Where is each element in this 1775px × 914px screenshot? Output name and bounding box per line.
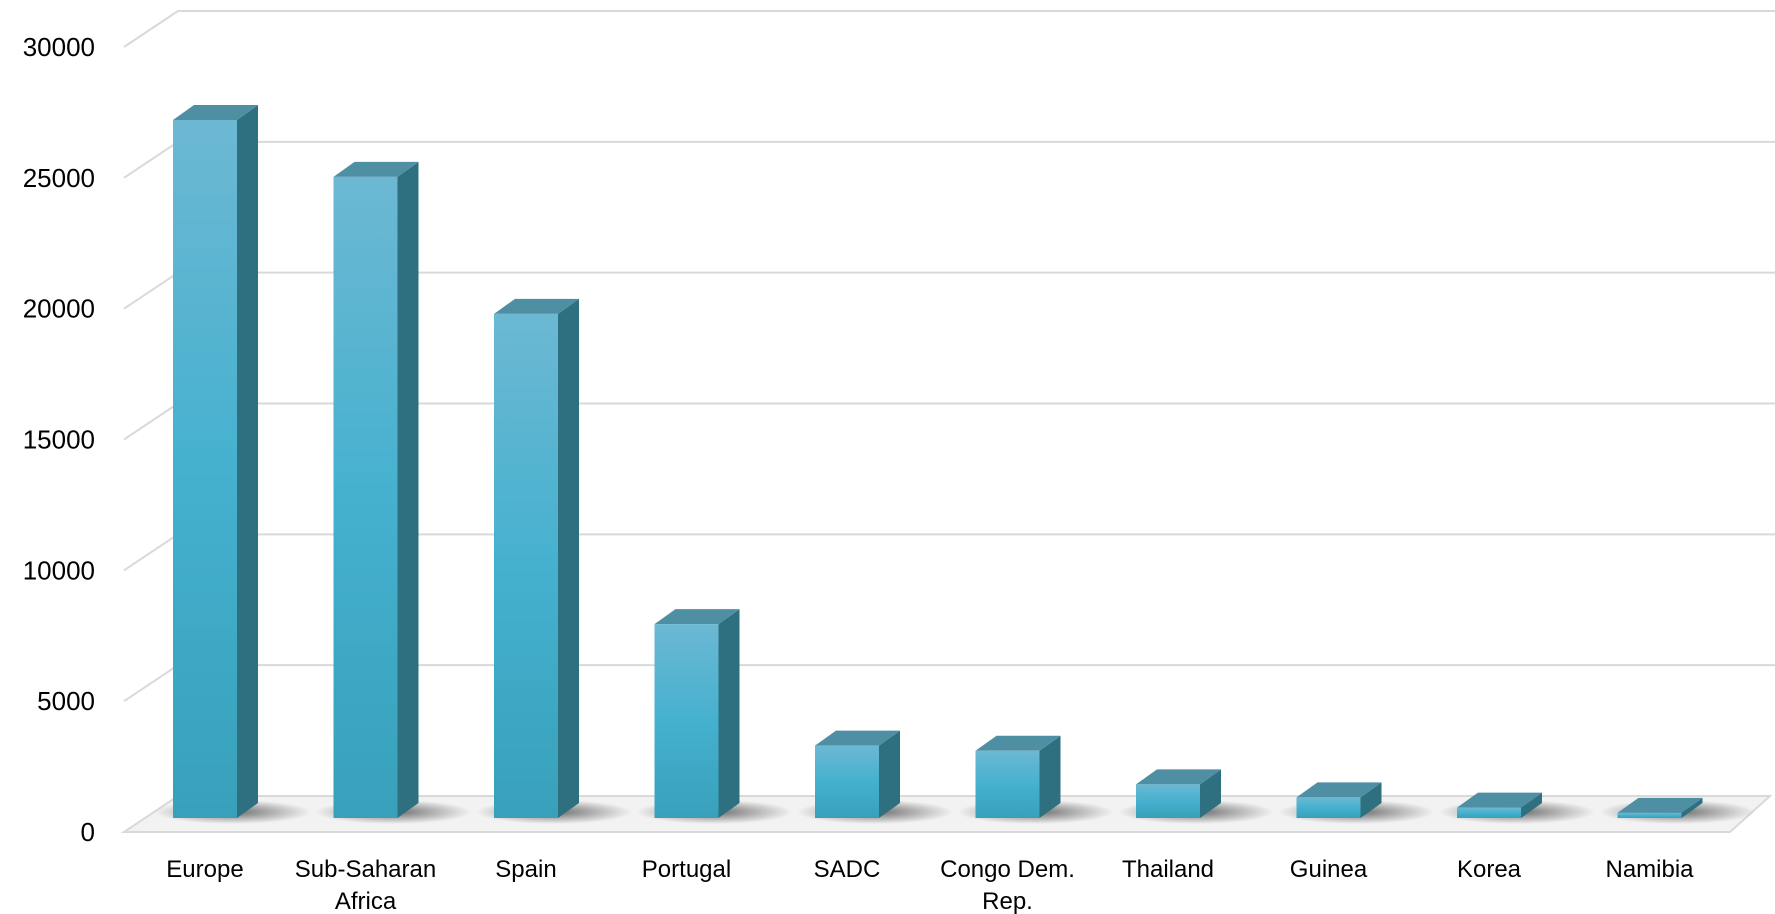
x-tick-label: Portugal	[642, 856, 731, 883]
bar-top-face	[654, 609, 740, 625]
bar-side-face	[397, 161, 419, 818]
gridline-diagonal	[123, 141, 179, 179]
bar-top-face	[333, 161, 419, 177]
bar	[654, 609, 740, 818]
x-tick-label-line: Sub-Saharan	[295, 856, 436, 883]
bar-top-face	[975, 735, 1061, 751]
x-tick-label: Spain	[495, 856, 556, 883]
y-tick-label: 15000	[23, 425, 95, 455]
x-tick-label-line: Congo Dem.	[940, 856, 1075, 883]
bar-top-face	[1296, 782, 1382, 798]
bar-front-face	[494, 313, 558, 818]
gridline-diagonal	[123, 10, 179, 48]
x-tick-label-line: Spain	[495, 856, 556, 883]
bar-side-face	[1200, 769, 1221, 818]
bar-front-face	[815, 745, 879, 818]
x-tick-label: SADC	[814, 856, 881, 883]
y-tick-label: 30000	[23, 32, 95, 62]
x-tick-label: Korea	[1457, 856, 1522, 883]
bar-side-face	[879, 730, 900, 818]
x-tick-label-line: Portugal	[642, 856, 731, 883]
y-tick-label: 0	[81, 817, 95, 847]
bar-front-face	[173, 120, 237, 818]
bar-side-face	[1360, 782, 1382, 818]
bar	[333, 161, 419, 818]
gridline-diagonal	[123, 271, 179, 310]
bar-side-face	[718, 609, 740, 818]
x-tick-label: Guinea	[1290, 856, 1368, 883]
bar	[173, 105, 258, 818]
y-tick-label: 10000	[23, 555, 95, 585]
bar	[494, 298, 579, 818]
x-tick-label: Thailand	[1122, 856, 1214, 883]
bar-side-face	[1039, 735, 1061, 818]
bar-top-face	[1136, 769, 1221, 785]
bar	[1296, 782, 1382, 818]
bars	[173, 105, 1703, 818]
x-tick-label-line: Korea	[1457, 856, 1522, 883]
x-tick-label: Namibia	[1605, 856, 1694, 883]
x-tick-label: Sub-Saharan Africa	[295, 856, 436, 914]
bar	[815, 730, 900, 818]
gridlines	[123, 10, 1775, 702]
x-tick-label-line: Europe	[166, 856, 243, 883]
x-tick-label-line: Africa	[335, 888, 397, 914]
bar	[1457, 792, 1542, 818]
x-axis-category-labels: Europe Sub-Saharan Africa Spain Portugal SADC…	[166, 856, 1694, 914]
bar-side-face	[1521, 792, 1542, 818]
y-tick-label: 5000	[37, 686, 95, 716]
x-tick-label-line: Namibia	[1605, 856, 1694, 883]
bar	[975, 735, 1061, 818]
x-tick-label: Congo Dem. Rep.	[940, 856, 1075, 914]
x-tick-label-line: Rep.	[982, 888, 1033, 914]
x-tick-label-line: Thailand	[1122, 856, 1214, 883]
x-tick-label-line: SADC	[814, 856, 881, 883]
gridline-diagonal	[123, 533, 179, 572]
bar-front-face	[1457, 807, 1521, 818]
gridline-diagonal	[123, 402, 179, 441]
bar-top-face	[173, 105, 258, 120]
bar	[1136, 769, 1221, 818]
bar-front-face	[975, 750, 1040, 818]
gridline-diagonal	[123, 664, 179, 702]
bar-front-face	[654, 624, 719, 818]
bar-front-face	[1296, 797, 1361, 818]
bar-top-face	[494, 298, 579, 314]
bar	[1617, 797, 1703, 818]
bar-side-face	[1681, 797, 1703, 818]
bar-side-face	[237, 105, 258, 818]
bar-front-face	[333, 176, 398, 818]
x-tick-label-line: Guinea	[1290, 856, 1368, 883]
bar-top-face	[815, 730, 900, 746]
bar-side-face	[558, 298, 579, 818]
bar-top-face	[1617, 797, 1703, 813]
y-tick-label: 20000	[23, 294, 95, 324]
bar-front-face	[1136, 784, 1200, 818]
bar-top-face	[1457, 792, 1542, 808]
x-tick-label: Europe	[166, 856, 243, 883]
y-tick-label: 25000	[23, 163, 95, 193]
y-axis-tick-labels: 0 5000 10000 15000 20000 25000 30000	[23, 32, 95, 847]
bar-front-face	[1617, 812, 1682, 818]
